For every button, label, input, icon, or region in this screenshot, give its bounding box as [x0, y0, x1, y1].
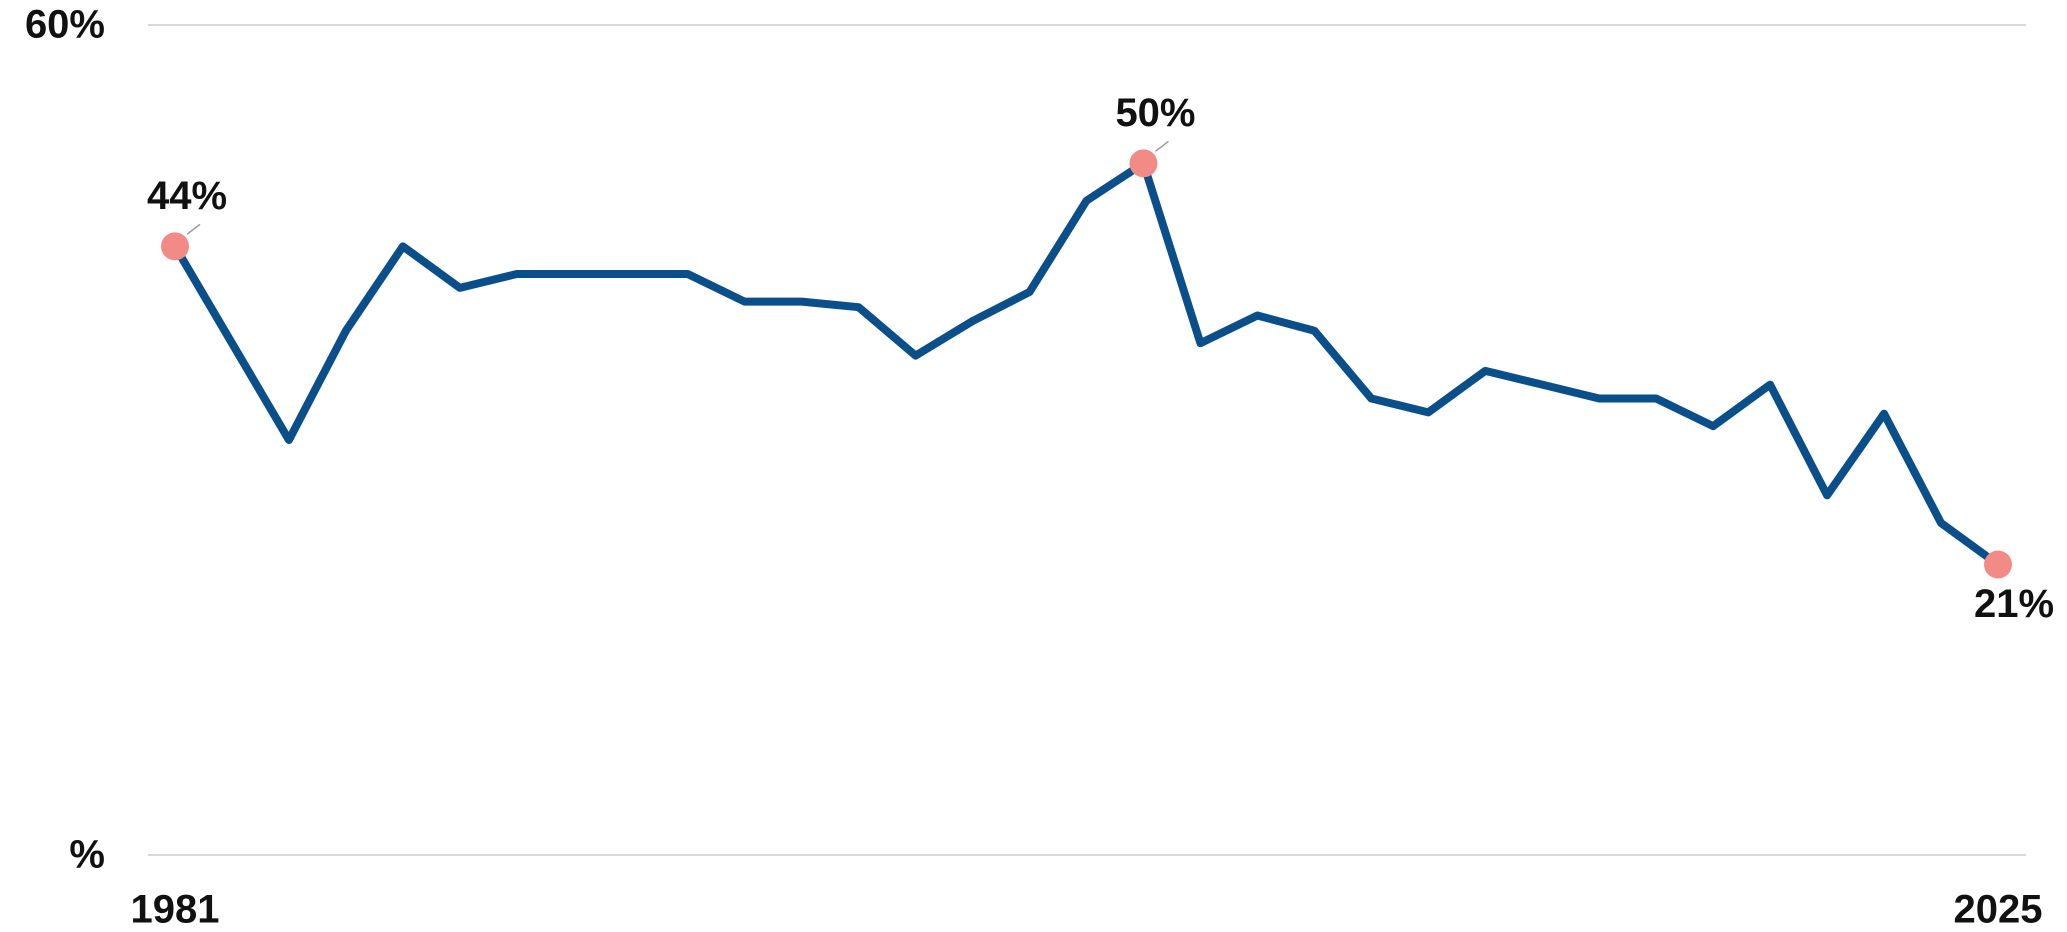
- highlight-point: [161, 232, 189, 261]
- y-tick-label: 60%: [25, 3, 105, 47]
- y-tick-label: %: [69, 833, 105, 877]
- highlight-point: [1984, 550, 2012, 579]
- label-leader: [1155, 140, 1169, 152]
- label-leader: [186, 223, 201, 235]
- highlight-point: [1129, 149, 1158, 178]
- data-label: 44%: [147, 174, 227, 218]
- data-label: 21%: [1974, 582, 2054, 626]
- x-tick-label: 2025: [1954, 888, 2043, 932]
- data-line: [171, 159, 2001, 568]
- data-label: 50%: [1115, 91, 1195, 135]
- x-tick-label: 1981: [131, 888, 220, 932]
